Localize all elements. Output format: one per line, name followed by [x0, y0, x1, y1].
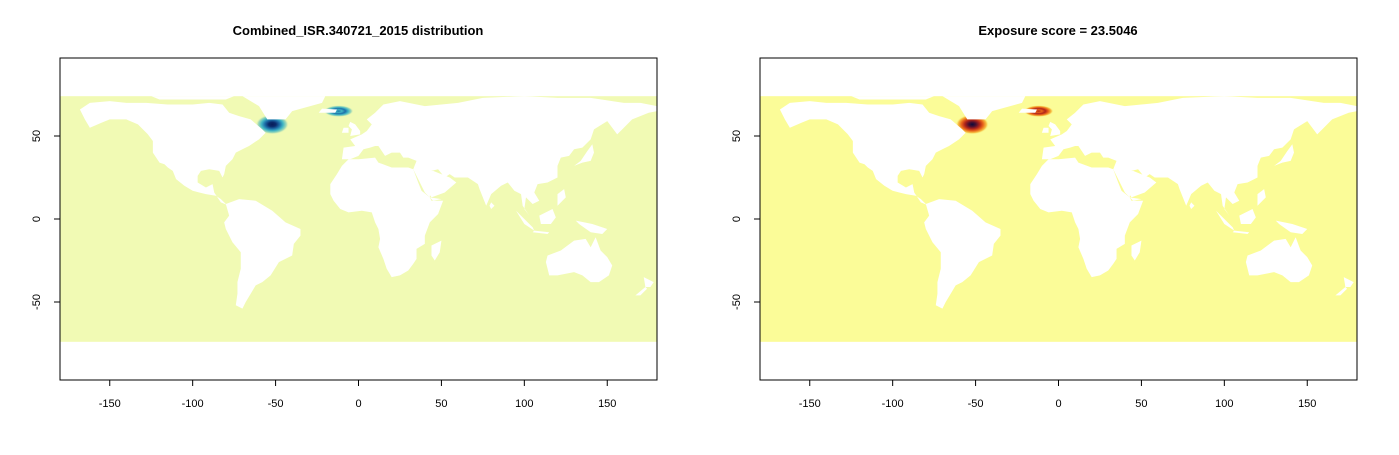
- hotspot: [255, 114, 289, 135]
- panel-1-axes: -150 -100 -50 0 50 100 150 -50 0 50: [31, 130, 616, 410]
- x-tick-label: 150: [598, 398, 616, 410]
- panel-2-axes: -150 -100 -50 0 50 100 150 -50 0 50: [731, 130, 1316, 410]
- x-tick-label: 100: [515, 398, 533, 410]
- x-tick-label: 50: [435, 398, 447, 410]
- map-panel-exposure: Exposure score = 23.5046 -150 -100 -50 0 50 1…: [731, 23, 1358, 410]
- panel-1-title: Combined_ISR.340721_2015 distribution: [233, 23, 484, 38]
- y-tick-label: 0: [731, 216, 743, 222]
- x-tick-label: 0: [355, 398, 361, 410]
- x-tick-label: 100: [1215, 398, 1233, 410]
- x-tick-label: -50: [268, 398, 284, 410]
- x-tick-label: -150: [799, 398, 821, 410]
- x-tick-label: 0: [1055, 398, 1061, 410]
- x-tick-label: 50: [1135, 398, 1147, 410]
- hotspot: [955, 114, 989, 135]
- y-tick-label: 50: [31, 130, 43, 142]
- y-tick-label: 0: [31, 216, 43, 222]
- x-tick-label: -100: [882, 398, 904, 410]
- panel-2-title: Exposure score = 23.5046: [978, 23, 1137, 38]
- y-tick-label: -50: [731, 294, 743, 310]
- y-tick-label: -50: [31, 294, 43, 310]
- x-tick-label: -100: [182, 398, 204, 410]
- hotspot: [323, 105, 354, 117]
- panel-1-map: [60, 96, 657, 342]
- x-tick-label: -50: [968, 398, 984, 410]
- x-tick-label: 150: [1298, 398, 1316, 410]
- y-tick-label: 50: [731, 130, 743, 142]
- map-panel-distribution: Combined_ISR.340721_2015 distribution -1…: [31, 23, 658, 410]
- x-tick-label: -150: [99, 398, 121, 410]
- panel-2-map: [760, 96, 1357, 342]
- hotspot: [1023, 105, 1054, 117]
